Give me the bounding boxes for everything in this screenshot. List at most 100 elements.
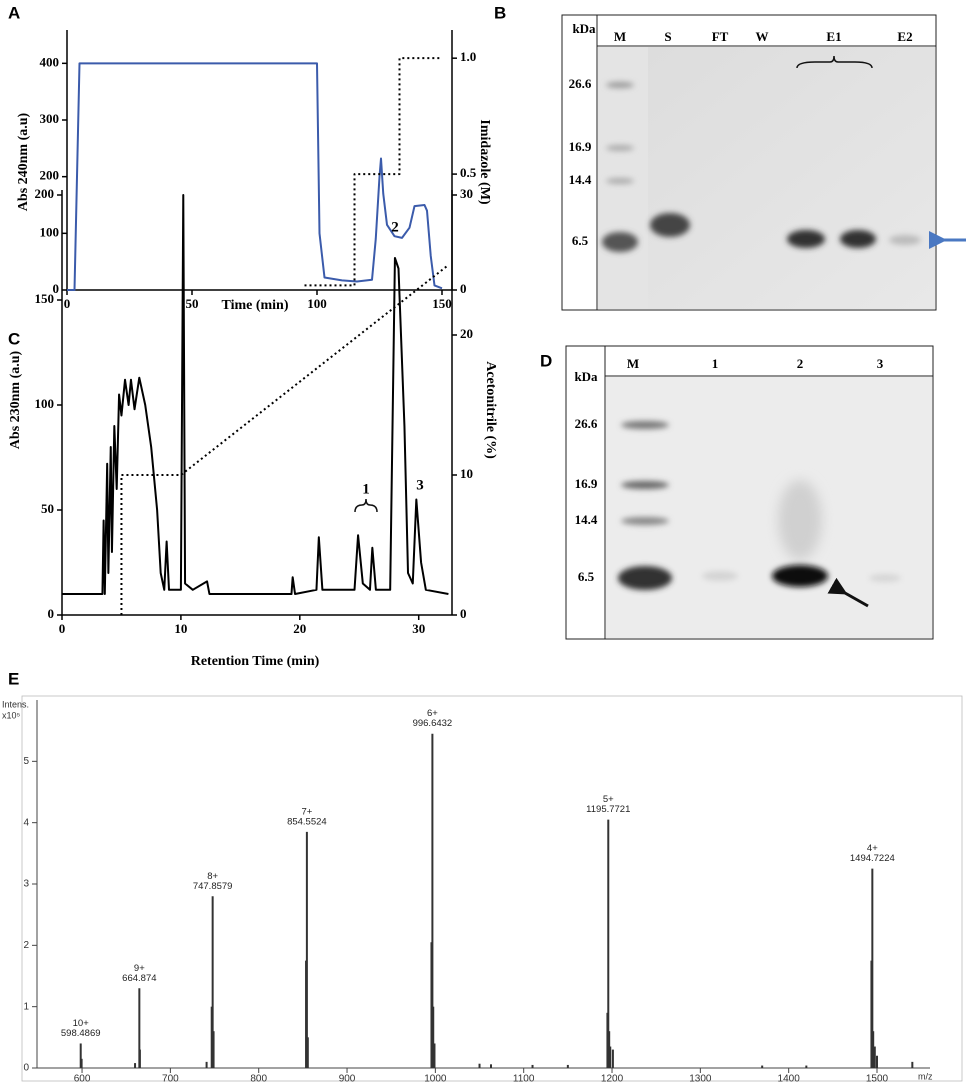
brace <box>354 498 378 513</box>
y-tick-label: 200 <box>40 168 60 183</box>
x-tick-label: 0 <box>64 296 71 311</box>
peak-label: 854.5524 <box>287 816 327 827</box>
band <box>787 230 825 248</box>
y2-tick-label: 30 <box>460 186 473 201</box>
lane-label: W <box>756 29 769 44</box>
y-tick-label: 2 <box>23 940 29 951</box>
band <box>621 421 669 429</box>
y-tick-label: 4 <box>23 817 29 828</box>
y2-tick-label: 0 <box>460 281 467 296</box>
peak-label: 747.8579 <box>193 881 233 892</box>
panel-label: C <box>8 329 20 348</box>
charge-label: 9+ <box>134 963 145 974</box>
x-tick-label: 20 <box>293 621 306 636</box>
y-tick-label: 0 <box>53 281 60 296</box>
y-tick-label: 400 <box>40 54 60 69</box>
x-tick-label: 0 <box>59 621 66 636</box>
marker-label: 26.6 <box>569 76 592 91</box>
charge-label: 4+ <box>867 843 878 854</box>
y-tick-label: 0 <box>48 606 55 621</box>
marker-label: 14.4 <box>569 172 592 187</box>
band <box>869 574 901 582</box>
x-axis-label: m/z <box>918 1071 933 1081</box>
panel-label: D <box>540 351 552 370</box>
y2-tick-label: 0.5 <box>460 165 477 180</box>
gel-b: kDa M S FT W E1 E2 26.6 16.9 14.4 6.5 <box>561 14 966 311</box>
line-series <box>67 62 443 291</box>
x-tick-label: 1200 <box>601 1074 624 1082</box>
x-tick-label: 900 <box>339 1074 356 1082</box>
annotation: 2 <box>391 219 399 235</box>
y-tick-label: 300 <box>40 111 60 126</box>
peak-label: 598.4869 <box>61 1028 101 1039</box>
line-series <box>62 194 449 595</box>
y-axis-label: Abs 230nm (a.u) <box>8 350 23 449</box>
lane-label: M <box>614 29 626 44</box>
y-tick-label: 3 <box>23 879 29 890</box>
x-tick-label: 1400 <box>778 1074 801 1082</box>
y-tick-label: 100 <box>35 396 55 411</box>
marker-label: 16.9 <box>569 139 592 154</box>
charge-label: 5+ <box>603 794 614 805</box>
line-series <box>304 57 442 287</box>
y-multiplier: x10⁵ <box>2 710 21 720</box>
gel-image <box>598 47 935 309</box>
arrow <box>827 577 869 608</box>
x-tick-label: 1500 <box>866 1074 889 1082</box>
y-axis-label: Abs 240nm (a.u) <box>16 112 31 211</box>
y-tick-label: 200 <box>35 186 55 201</box>
y2-axis-label: Acetonitrile (%) <box>483 361 498 459</box>
y-tick-label: 0 <box>23 1063 29 1074</box>
marker-label: 14.4 <box>575 512 598 527</box>
y-tick-label: 100 <box>40 224 60 239</box>
y-tick-label: 5 <box>23 756 29 767</box>
smear <box>778 480 822 560</box>
x-tick-label: 100 <box>307 296 327 311</box>
lane-label: E1 <box>826 29 841 44</box>
x-tick-label: 1100 <box>513 1074 535 1082</box>
marker-label: 6.5 <box>578 569 595 584</box>
y-tick-label: 1 <box>23 1001 29 1012</box>
x-axis-label: Time (min) <box>221 298 288 313</box>
band <box>772 565 828 587</box>
charge-label: 6+ <box>427 708 438 719</box>
x-tick-label: 700 <box>162 1074 179 1082</box>
band <box>621 517 669 525</box>
x-tick-label: 30 <box>412 621 425 636</box>
kda-label: kDa <box>572 21 596 36</box>
band <box>702 571 738 581</box>
x-tick-label: 1000 <box>424 1074 447 1082</box>
y2-axis-label: Imidazole (M) <box>477 119 492 204</box>
charge-label: 10+ <box>73 1018 90 1029</box>
x-axis-label: Retention Time (min) <box>191 654 320 669</box>
panel-label: E <box>8 669 19 688</box>
line-series <box>120 264 450 615</box>
x-tick-label: 150 <box>432 296 452 311</box>
annotation: 3 <box>416 477 424 493</box>
x-tick-label: 800 <box>250 1074 267 1082</box>
band <box>606 145 634 151</box>
lane-label: FT <box>712 29 729 44</box>
marker-label: 16.9 <box>575 476 598 491</box>
kda-label: kDa <box>574 369 598 384</box>
lane-label: S <box>664 29 671 44</box>
gel-image <box>606 377 932 638</box>
y-tick-label: 150 <box>35 291 55 306</box>
lane-label: E2 <box>897 29 912 44</box>
marker-label: 6.5 <box>572 233 589 248</box>
peak-label: 1494.7224 <box>850 853 895 864</box>
y2-tick-label: 10 <box>460 466 473 481</box>
x-tick-label: 50 <box>186 296 199 311</box>
band <box>889 235 921 245</box>
annotation: 1 <box>362 481 370 497</box>
panel-label: A <box>8 3 20 22</box>
y-axis-label: Intens. <box>2 699 29 709</box>
lane-label: 1 <box>712 356 719 371</box>
panel-label: B <box>494 3 506 22</box>
band <box>840 230 876 248</box>
lane-label: 3 <box>877 356 884 371</box>
band <box>650 213 690 237</box>
charge-label: 8+ <box>207 871 218 882</box>
y2-tick-label: 1.0 <box>460 49 476 64</box>
